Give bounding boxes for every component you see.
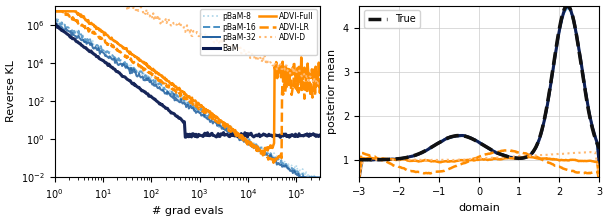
True [530, 149, 537, 152]
pBaM-8 [305, 176, 313, 179]
True [384, 158, 392, 161]
ADVI-LR [269, 161, 276, 164]
pBaM-8 [51, 18, 58, 20]
pBaM-16 [210, 117, 218, 120]
Line: BaM: BaM [55, 24, 320, 137]
True [529, 151, 536, 154]
pBaM-8 [292, 172, 299, 175]
ADVI-Full [177, 90, 184, 93]
ADVI-D [275, 66, 282, 69]
pBaM-16 [51, 20, 58, 22]
BaM [294, 134, 301, 137]
Y-axis label: posterior mean: posterior mean [327, 49, 337, 134]
pBaM-8 [209, 117, 216, 120]
pBaM-16 [209, 116, 216, 119]
pBaM-16 [215, 120, 222, 122]
ADVI-LR [195, 108, 202, 110]
Line: pBaM-16: pBaM-16 [55, 19, 320, 177]
ADVI-Full [269, 145, 277, 148]
pBaM-8 [52, 19, 59, 22]
ADVI-D [313, 83, 320, 86]
pBaM-32 [276, 163, 283, 166]
ADVI-LR [270, 161, 277, 164]
pBaM-32 [53, 24, 60, 26]
True [451, 135, 458, 137]
pBaM-16 [293, 170, 300, 173]
True [596, 147, 603, 150]
ADVI-LR [51, 10, 58, 13]
ADVI-LR [311, 84, 318, 87]
ADVI-LR [177, 93, 184, 95]
ADVI-LR [179, 95, 186, 98]
Line: ADVI-LR: ADVI-LR [55, 11, 320, 163]
pBaM-32 [293, 173, 300, 175]
ADVI-Full [209, 113, 216, 115]
X-axis label: domain: domain [458, 203, 500, 213]
ADVI-D [209, 38, 216, 41]
True [506, 156, 514, 159]
Y-axis label: Reverse KL: Reverse KL [5, 61, 16, 122]
BaM [209, 134, 216, 137]
Line: ADVI-Full: ADVI-Full [55, 11, 320, 154]
pBaM-16 [276, 160, 283, 163]
ADVI-Full [317, 68, 324, 71]
pBaM-8 [213, 123, 221, 126]
True [564, 4, 571, 7]
ADVI-LR [317, 77, 324, 80]
Legend: pBaM-8, pBaM-16, pBaM-32, BaM, ADVI-Full, ADVI-LR, ADVI-D: pBaM-8, pBaM-16, pBaM-32, BaM, ADVI-Full… [200, 9, 317, 55]
pBaM-32 [52, 22, 59, 24]
ADVI-D [292, 68, 299, 71]
BaM [52, 22, 59, 25]
BaM [51, 23, 58, 26]
ADVI-Full [311, 68, 318, 71]
pBaM-16 [53, 19, 60, 22]
pBaM-32 [210, 121, 218, 123]
ADVI-D [213, 39, 221, 42]
BaM [53, 25, 60, 27]
ADVI-Full [195, 102, 202, 104]
pBaM-32 [297, 176, 305, 179]
pBaM-32 [209, 122, 216, 125]
pBaM-16 [52, 18, 59, 20]
Line: pBaM-32: pBaM-32 [55, 23, 320, 177]
pBaM-16 [317, 176, 324, 179]
ADVI-D [209, 38, 216, 40]
pBaM-8 [209, 117, 216, 120]
ADVI-Full [260, 152, 268, 155]
pBaM-16 [300, 176, 307, 179]
ADVI-Full [51, 10, 58, 13]
Line: pBaM-8: pBaM-8 [55, 19, 320, 177]
True [355, 159, 362, 161]
BaM [277, 136, 284, 139]
ADVI-Full [179, 90, 186, 93]
pBaM-8 [275, 156, 282, 159]
pBaM-8 [317, 176, 324, 179]
BaM [210, 134, 218, 137]
Legend: True: True [364, 10, 420, 28]
ADVI-LR [209, 118, 216, 121]
ADVI-D [317, 79, 324, 81]
BaM [215, 132, 222, 135]
pBaM-32 [215, 123, 222, 126]
True [434, 142, 441, 145]
X-axis label: # grad evals: # grad evals [152, 206, 223, 216]
Line: True: True [359, 6, 599, 160]
pBaM-32 [51, 23, 58, 26]
BaM [317, 134, 324, 137]
pBaM-32 [317, 176, 324, 179]
Line: ADVI-D: ADVI-D [55, 0, 320, 85]
BaM [276, 134, 283, 136]
